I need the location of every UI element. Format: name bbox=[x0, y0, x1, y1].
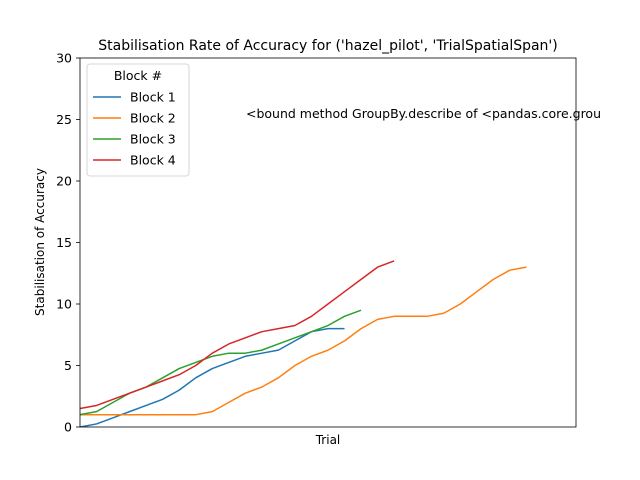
series-layer bbox=[80, 260, 527, 427]
y-tick-label: 5 bbox=[64, 358, 72, 373]
y-tick-label: 30 bbox=[56, 51, 72, 66]
y-tick-label: 15 bbox=[56, 235, 72, 250]
series-line-block-4 bbox=[80, 260, 395, 410]
series-line-block-2 bbox=[80, 266, 527, 416]
legend-label: Block 4 bbox=[130, 153, 176, 168]
legend-label: Block 1 bbox=[130, 90, 176, 105]
legend-label: Block 3 bbox=[130, 132, 176, 147]
y-tick-label: 0 bbox=[64, 420, 72, 435]
series-line-block-1 bbox=[80, 327, 345, 427]
series-line-block-3 bbox=[80, 309, 362, 416]
y-tick-label: 20 bbox=[56, 174, 72, 189]
legend: Block # Block 1 Block 2 Block 3 Block 4 bbox=[86, 63, 190, 177]
annotation-text: <bound method GroupBy.describe of <panda… bbox=[246, 106, 601, 121]
legend-title: Block # bbox=[114, 68, 162, 83]
axes-layer: 0 5 10 15 20 25 30 bbox=[56, 51, 577, 435]
legend-label: Block 2 bbox=[130, 111, 176, 126]
legend-box bbox=[86, 63, 190, 177]
y-tick-label: 10 bbox=[56, 297, 72, 312]
chart-title: Stabilisation Rate of Accuracy for ('haz… bbox=[98, 38, 558, 54]
y-axis-label: Stabilisation of Accuracy bbox=[33, 168, 47, 316]
x-axis-label: Trial bbox=[315, 433, 341, 447]
y-tick-label: 25 bbox=[56, 112, 72, 127]
